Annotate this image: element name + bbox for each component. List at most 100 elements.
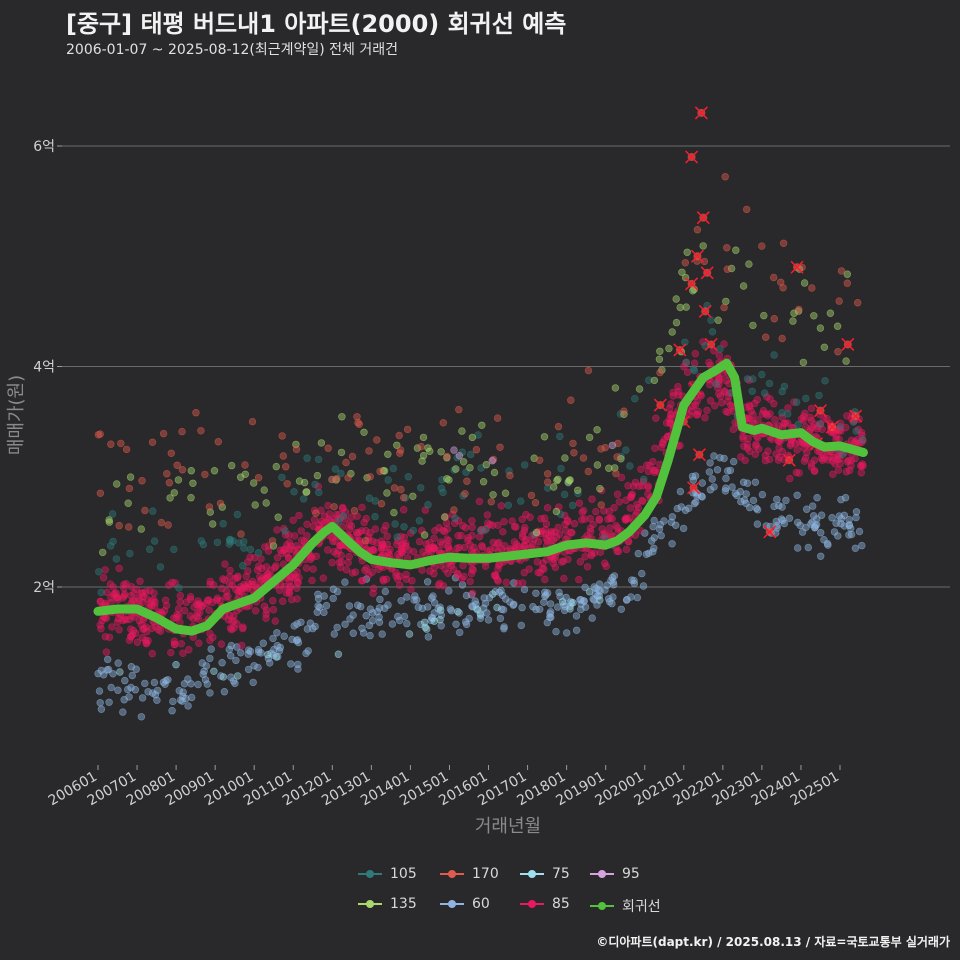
scatter-point-85 xyxy=(690,359,699,367)
scatter-point-85 xyxy=(146,586,154,595)
scatter-point-75 xyxy=(454,607,462,616)
scatter-point-85 xyxy=(561,520,569,528)
scatter-point-60 xyxy=(447,606,455,615)
scatter-point-105 xyxy=(371,512,379,521)
scatter-point-60 xyxy=(689,476,697,484)
scatter-point-170 xyxy=(148,438,157,446)
scatter-point-85 xyxy=(361,566,369,574)
scatter-point-60 xyxy=(560,606,569,615)
scatter-point-85 xyxy=(853,436,862,444)
scatter-point-170 xyxy=(472,446,481,454)
scatter-point-170 xyxy=(723,244,731,252)
scatter-point-85 xyxy=(142,588,150,596)
scatter-point-60 xyxy=(303,625,312,633)
outlier-cross xyxy=(687,481,701,495)
scatter-point-60 xyxy=(107,683,115,692)
scatter-point-170 xyxy=(720,303,728,312)
scatter-point-85 xyxy=(792,468,801,477)
scatter-point-135 xyxy=(445,476,453,484)
scatter-point-60 xyxy=(266,659,274,667)
scatter-point-170 xyxy=(350,507,359,515)
scatter-point-85 xyxy=(643,461,651,469)
scatter-point-135 xyxy=(262,499,270,507)
scatter-point-85 xyxy=(165,581,173,589)
scatter-point-135 xyxy=(468,433,477,442)
scatter-point-85 xyxy=(319,574,327,582)
scatter-point-85 xyxy=(219,575,227,583)
scatter-point-85 xyxy=(338,503,347,512)
legend-key-icon xyxy=(520,898,544,910)
legend-item[interactable]: 170 xyxy=(440,866,499,882)
scatter-point-60 xyxy=(710,483,718,491)
scatter-point-60 xyxy=(739,478,748,486)
scatter-point-85 xyxy=(269,605,278,614)
scatter-point-170 xyxy=(721,173,729,181)
legend-item[interactable]: 75 xyxy=(520,866,570,882)
scatter-point-85 xyxy=(834,455,842,463)
scatter-point-170 xyxy=(656,368,664,377)
scatter-point-60 xyxy=(206,654,214,663)
scatter-point-85 xyxy=(250,580,259,589)
scatter-point-135 xyxy=(739,282,748,290)
legend-item[interactable]: 105 xyxy=(358,866,417,882)
scatter-point-85 xyxy=(637,465,645,473)
scatter-point-60 xyxy=(845,531,853,539)
scatter-point-60 xyxy=(852,513,860,522)
scatter-point-170 xyxy=(455,405,463,414)
scatter-point-60 xyxy=(483,609,491,617)
scatter-point-135 xyxy=(732,246,740,254)
scatter-point-60 xyxy=(273,629,281,637)
scatter-point-85 xyxy=(542,520,551,528)
scatter-point-105 xyxy=(170,545,178,554)
legend-item[interactable]: 회귀선 xyxy=(590,896,661,916)
scatter-point-135 xyxy=(458,427,466,435)
y-tick-label: 4억 xyxy=(33,360,55,376)
scatter-point-85 xyxy=(460,572,468,581)
legend-item[interactable]: 135 xyxy=(358,896,417,912)
regression-layer xyxy=(93,358,868,636)
scatter-point-85 xyxy=(262,574,270,583)
scatter-point-85 xyxy=(333,550,341,558)
scatter-point-60 xyxy=(96,699,104,707)
scatter-point-135 xyxy=(553,476,561,485)
scatter-point-85 xyxy=(659,440,667,448)
scatter-point-170 xyxy=(613,453,621,461)
scatter-point-85 xyxy=(231,574,240,583)
scatter-point-60 xyxy=(304,647,312,655)
legend-item[interactable]: 95 xyxy=(590,866,640,882)
scatter-point-85 xyxy=(383,532,391,540)
scatter-point-60 xyxy=(202,662,211,670)
scatter-point-60 xyxy=(414,603,422,611)
scatter-point-85 xyxy=(351,568,360,576)
scatter-point-85 xyxy=(475,533,484,541)
scatter-point-85 xyxy=(538,564,547,573)
scatter-point-85 xyxy=(624,537,633,546)
scatter-point-135 xyxy=(676,303,684,312)
scatter-point-170 xyxy=(241,461,249,469)
scatter-point-60 xyxy=(697,492,706,500)
outlier-cross xyxy=(704,337,718,351)
scatter-point-170 xyxy=(237,530,245,538)
scatter-point-60 xyxy=(572,626,581,634)
scatter-point-60 xyxy=(808,502,817,510)
scatter-point-170 xyxy=(837,267,846,275)
scatter-point-60 xyxy=(535,605,544,613)
scatter-point-170 xyxy=(843,279,851,287)
scatter-point-85 xyxy=(829,470,837,478)
legend-item[interactable]: 85 xyxy=(520,896,570,912)
scatter-point-135 xyxy=(532,528,541,537)
legend-item[interactable]: 60 xyxy=(440,896,490,912)
scatter-point-60 xyxy=(673,504,681,513)
scatter-point-105 xyxy=(783,410,792,418)
scatter-point-85 xyxy=(101,566,109,574)
scatter-point-60 xyxy=(227,673,235,681)
scatter-point-170 xyxy=(278,432,286,440)
scatter-point-60 xyxy=(650,534,658,542)
scatter-point-60 xyxy=(752,504,760,512)
scatter-point-85 xyxy=(489,538,497,547)
scatter-point-105 xyxy=(716,345,724,353)
scatter-point-85 xyxy=(115,564,123,573)
outlier-marker xyxy=(700,266,714,280)
scatter-point-60 xyxy=(424,603,432,611)
scatter-point-85 xyxy=(382,521,390,530)
